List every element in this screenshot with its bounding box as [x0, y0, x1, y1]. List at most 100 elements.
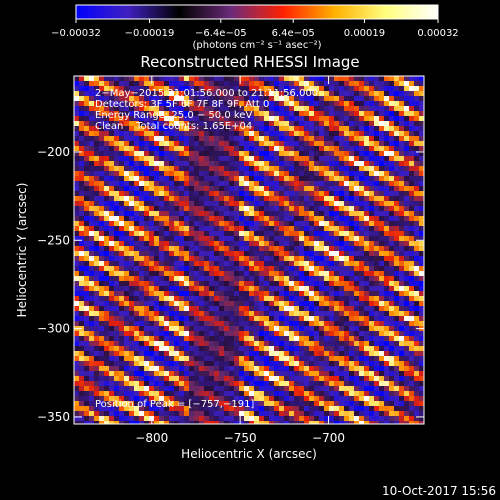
heatmap-cell — [289, 86, 295, 92]
heatmap-cell — [384, 276, 390, 282]
heatmap-cell — [134, 141, 140, 147]
heatmap-cell — [189, 96, 195, 102]
heatmap-cell — [149, 386, 155, 392]
heatmap-cell — [344, 281, 350, 287]
heatmap-cell — [389, 386, 395, 392]
heatmap-cell — [419, 246, 424, 252]
heatmap-cell — [254, 291, 260, 297]
heatmap-cell — [214, 126, 220, 132]
heatmap-cell — [234, 216, 240, 222]
heatmap-cell — [94, 81, 100, 87]
heatmap-cell — [339, 166, 345, 172]
heatmap-cell — [164, 206, 170, 212]
heatmap-cell — [399, 381, 405, 387]
heatmap-cell — [404, 356, 410, 362]
heatmap-cell — [419, 176, 424, 182]
heatmap-cell — [234, 381, 240, 387]
heatmap-cell — [109, 291, 115, 297]
heatmap-cell — [339, 156, 345, 162]
heatmap-cell — [414, 216, 420, 222]
heatmap-cell — [139, 141, 145, 147]
heatmap-cell — [284, 406, 290, 412]
heatmap-cell — [99, 106, 105, 112]
heatmap-cell — [209, 166, 215, 172]
heatmap-cell — [399, 181, 405, 187]
heatmap-cell — [99, 361, 105, 367]
heatmap-cell — [319, 306, 325, 312]
heatmap-cell — [239, 126, 245, 132]
heatmap-cell — [414, 266, 420, 272]
heatmap-cell — [279, 356, 285, 362]
heatmap-cell — [144, 331, 150, 337]
heatmap-cell — [404, 206, 410, 212]
heatmap-cell — [184, 131, 190, 137]
heatmap-cell — [414, 356, 420, 362]
heatmap-cell — [409, 406, 415, 412]
heatmap-cell — [194, 336, 200, 342]
heatmap-cell — [324, 96, 330, 102]
heatmap-cell — [414, 316, 420, 322]
heatmap-cell — [109, 156, 115, 162]
heatmap-cell — [184, 116, 190, 122]
heatmap-cell — [299, 401, 305, 407]
heatmap-cell — [154, 201, 160, 207]
heatmap-cell — [189, 281, 195, 287]
heatmap-cell — [149, 301, 155, 307]
heatmap-cell — [74, 141, 80, 147]
heatmap-cell — [189, 306, 195, 312]
heatmap-cell — [114, 246, 120, 252]
heatmap-cell — [219, 221, 225, 227]
heatmap-cell — [224, 336, 230, 342]
heatmap-cell — [114, 176, 120, 182]
heatmap-cell — [319, 246, 325, 252]
heatmap-cell — [364, 391, 370, 397]
heatmap-cell — [339, 96, 345, 102]
heatmap-cell — [324, 156, 330, 162]
heatmap-cell — [99, 231, 105, 237]
heatmap-cell — [299, 416, 305, 422]
heatmap-cell — [409, 166, 415, 172]
heatmap-cell — [374, 341, 380, 347]
heatmap-cell — [144, 181, 150, 187]
heatmap-cell — [289, 146, 295, 152]
heatmap-cell — [384, 221, 390, 227]
heatmap-cell — [154, 146, 160, 152]
heatmap-cell — [214, 306, 220, 312]
heatmap-cell — [379, 266, 385, 272]
heatmap-cell — [124, 316, 130, 322]
heatmap-cell — [94, 161, 100, 167]
heatmap-cell — [349, 156, 355, 162]
heatmap-cell — [159, 221, 165, 227]
heatmap-cell — [374, 281, 380, 287]
heatmap-cell — [74, 406, 80, 412]
heatmap-cell — [74, 246, 80, 252]
heatmap-cell — [239, 346, 245, 352]
heatmap-cell — [299, 206, 305, 212]
heatmap-cell — [114, 301, 120, 307]
heatmap-cell — [154, 306, 160, 312]
heatmap-cell — [144, 91, 150, 97]
heatmap-cell — [269, 361, 275, 367]
heatmap-cell — [89, 341, 95, 347]
heatmap-cell — [389, 186, 395, 192]
heatmap-cell — [354, 226, 360, 232]
heatmap-cell — [159, 211, 165, 217]
heatmap-cell — [364, 411, 370, 417]
heatmap-cell — [79, 356, 85, 362]
heatmap-cell — [224, 121, 230, 127]
heatmap-cell — [349, 141, 355, 147]
heatmap-cell — [189, 166, 195, 172]
heatmap-cell — [394, 311, 400, 317]
heatmap-cell — [279, 376, 285, 382]
heatmap-cell — [254, 411, 260, 417]
heatmap-cell — [369, 311, 375, 317]
heatmap-cell — [329, 96, 335, 102]
heatmap-cell — [89, 106, 95, 112]
heatmap-cell — [374, 266, 380, 272]
heatmap-cell — [244, 306, 250, 312]
heatmap-cell — [414, 141, 420, 147]
heatmap-cell — [269, 131, 275, 137]
heatmap-cell — [124, 396, 130, 402]
heatmap-cell — [384, 291, 390, 297]
heatmap-cell — [74, 381, 80, 387]
